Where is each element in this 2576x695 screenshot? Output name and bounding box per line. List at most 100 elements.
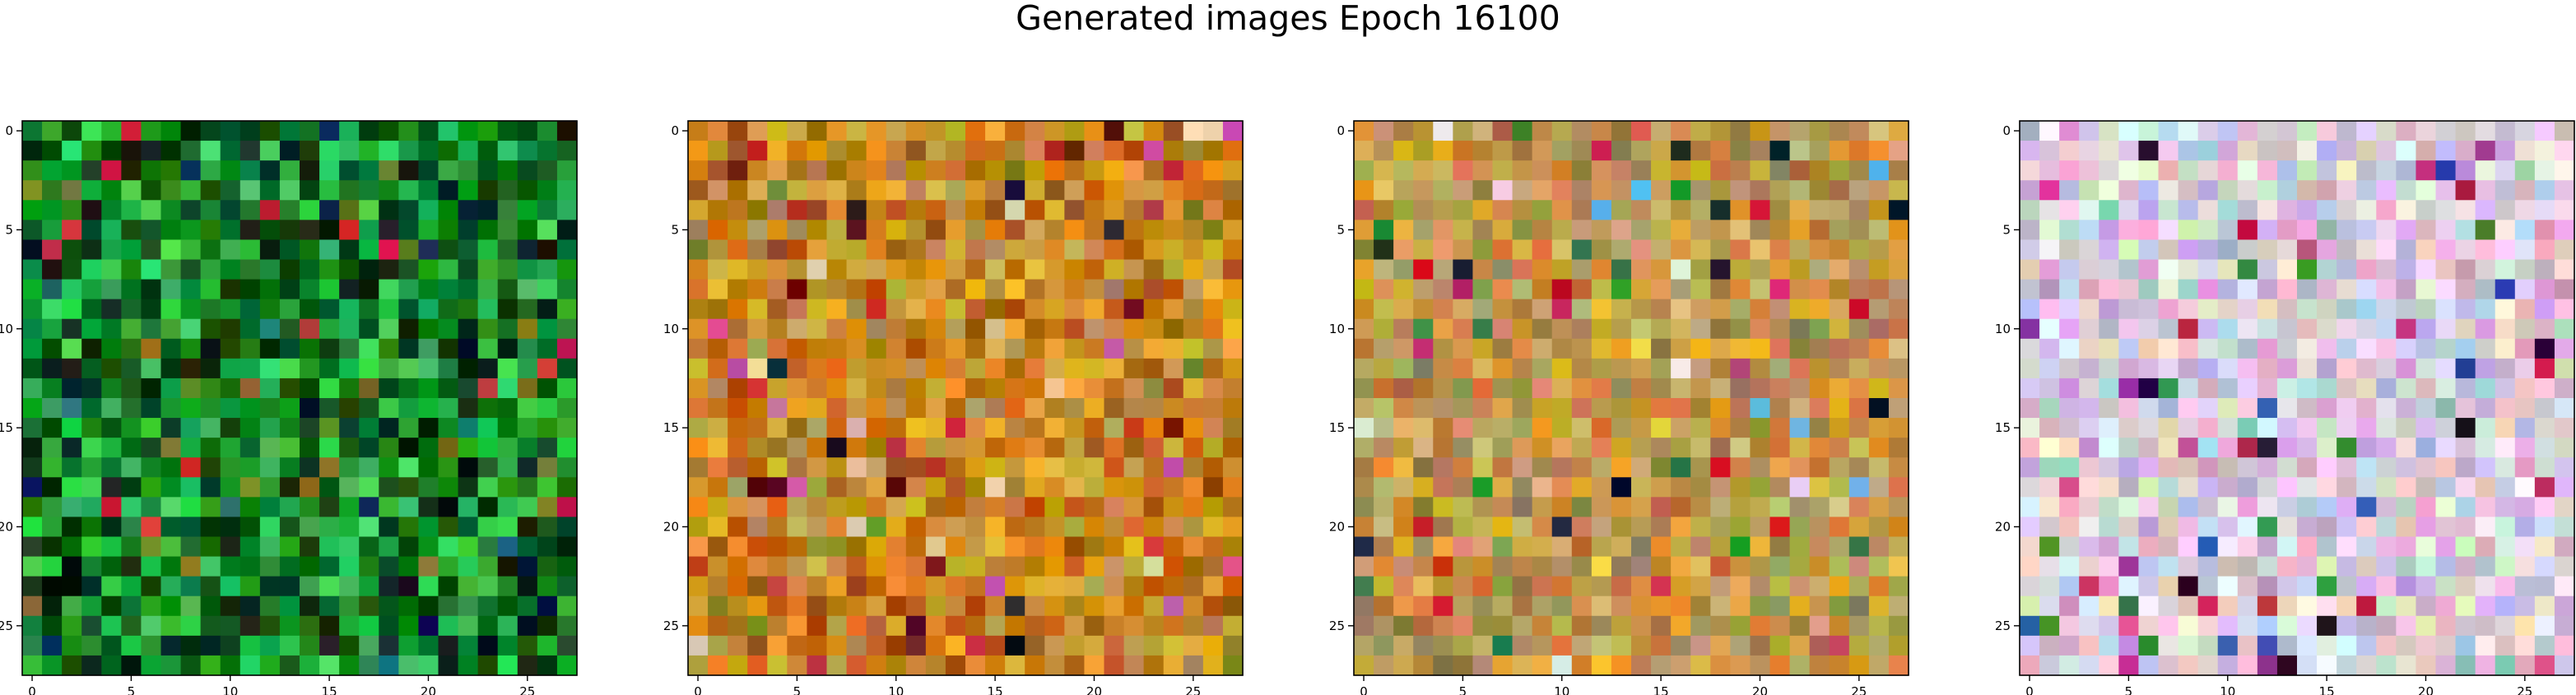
pixel	[747, 200, 768, 220]
y-tick-label: 0	[5, 123, 13, 138]
pixel	[2099, 418, 2119, 438]
pixel	[2376, 200, 2397, 220]
pixel	[239, 556, 261, 577]
pixel	[1374, 121, 1394, 141]
pixel	[1393, 200, 1414, 220]
pixel	[259, 121, 281, 141]
pixel	[1123, 338, 1145, 359]
pixel	[708, 299, 728, 320]
pixel	[2534, 556, 2555, 577]
pixel	[2435, 635, 2457, 656]
pixel	[1750, 536, 1771, 558]
pixel	[1123, 457, 1145, 478]
pixel	[826, 595, 848, 617]
pixel	[2138, 160, 2160, 181]
pixel	[1671, 536, 1691, 558]
pixel	[2356, 438, 2377, 458]
pixel	[1393, 141, 1414, 161]
pixel	[279, 438, 300, 458]
pixel	[2276, 497, 2298, 518]
pixel	[121, 180, 142, 201]
pixel	[2396, 477, 2417, 498]
pixel	[1005, 220, 1025, 241]
pixel	[866, 398, 887, 419]
pixel	[141, 279, 162, 300]
pixel	[2297, 418, 2318, 438]
pixel	[2534, 141, 2555, 161]
pixel	[2197, 318, 2219, 340]
pixel	[1354, 655, 1374, 676]
pixel	[925, 497, 946, 518]
pixel	[1183, 259, 1204, 280]
pixel	[1789, 635, 1811, 656]
pixel	[319, 299, 340, 320]
pixel	[339, 200, 360, 220]
pixel	[2416, 517, 2437, 538]
pixel	[1044, 517, 1065, 538]
axes-frame	[687, 120, 1244, 676]
pixel	[497, 239, 518, 261]
pixel	[1413, 517, 1434, 538]
x-tick-label: 25	[1851, 684, 1867, 695]
pixel	[180, 418, 202, 438]
pixel	[1472, 457, 1494, 478]
pixel	[1413, 477, 1434, 498]
pixel	[121, 576, 142, 597]
pixel	[339, 418, 360, 438]
pixel	[728, 338, 748, 359]
pixel	[2396, 595, 2417, 617]
pixel	[259, 615, 281, 637]
pixel-grid	[1354, 121, 1909, 676]
pixel	[1651, 398, 1672, 419]
pixel	[1671, 497, 1691, 518]
pixel	[42, 497, 63, 518]
pixel	[1222, 239, 1244, 261]
pixel	[1222, 378, 1244, 399]
pixel	[807, 457, 828, 478]
pixel	[1730, 220, 1751, 241]
pixel	[2138, 556, 2160, 577]
pixel	[62, 318, 82, 340]
pixel	[319, 239, 340, 261]
pixel	[787, 239, 808, 261]
pixel	[379, 438, 399, 458]
pixel	[2435, 378, 2457, 399]
pixel	[239, 220, 261, 241]
pixel	[925, 398, 946, 419]
pixel	[121, 160, 142, 181]
pixel	[2514, 160, 2536, 181]
pixel	[688, 477, 709, 498]
pixel	[418, 655, 439, 676]
pixel	[2317, 299, 2337, 320]
pixel	[2297, 299, 2318, 320]
pixel	[1005, 517, 1025, 538]
pixel	[2376, 497, 2397, 518]
pixel	[81, 477, 102, 498]
pixel	[1354, 398, 1374, 419]
pixel	[1591, 200, 1612, 220]
pixel	[2376, 378, 2397, 399]
pixel	[160, 180, 182, 201]
pixel	[1413, 239, 1434, 261]
pixel	[1750, 259, 1771, 280]
pixel	[2297, 279, 2318, 300]
pixel	[2276, 220, 2298, 241]
pixel	[2059, 121, 2080, 141]
pixel	[2534, 635, 2555, 656]
pixel	[2039, 220, 2060, 241]
pixel	[180, 299, 202, 320]
pixel	[1354, 318, 1374, 340]
pixel	[728, 576, 748, 597]
pixel	[2059, 497, 2080, 518]
pixel	[1354, 576, 1374, 597]
pixel	[1868, 299, 1890, 320]
pixel	[1809, 378, 1830, 399]
pixel	[1183, 418, 1204, 438]
pixel	[2495, 556, 2516, 577]
pixel	[2158, 338, 2179, 359]
pixel	[2039, 576, 2060, 597]
pixel	[497, 398, 518, 419]
pixel	[2039, 299, 2060, 320]
pixel	[2079, 635, 2099, 656]
pixel	[517, 121, 538, 141]
